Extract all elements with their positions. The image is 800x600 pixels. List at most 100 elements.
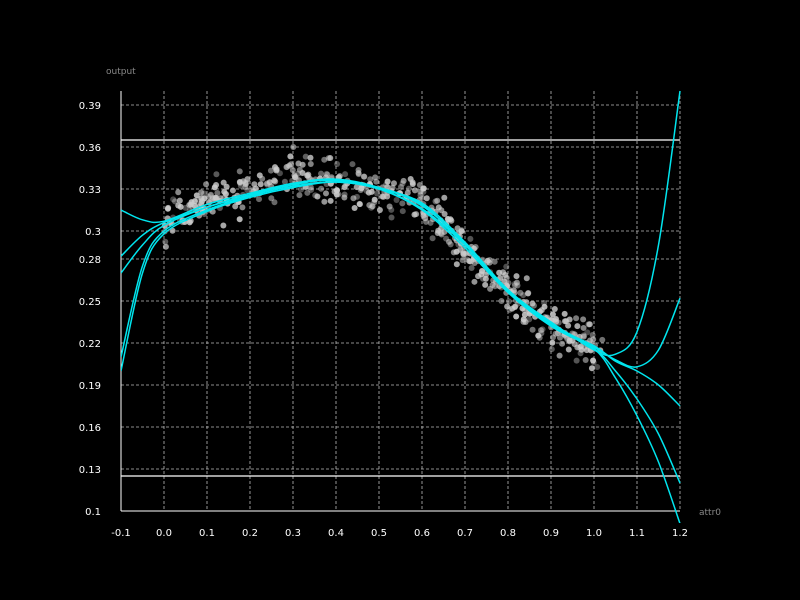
data-point <box>170 196 177 203</box>
data-point <box>529 300 536 307</box>
x-tick-label: 0.9 <box>543 528 559 539</box>
data-point <box>574 323 581 330</box>
data-point <box>590 336 597 343</box>
data-point <box>186 201 193 208</box>
data-point <box>341 184 348 191</box>
data-point <box>342 171 349 178</box>
y-axis-label: output <box>106 67 136 77</box>
data-point <box>367 176 374 183</box>
data-point <box>208 191 215 198</box>
data-point <box>331 188 338 195</box>
data-point <box>521 311 528 318</box>
data-point <box>447 216 454 223</box>
data-point <box>388 206 395 213</box>
data-point <box>236 216 243 223</box>
data-point <box>573 357 580 364</box>
data-point <box>498 297 505 304</box>
data-point <box>299 161 306 168</box>
data-point <box>548 346 555 353</box>
data-point <box>296 192 303 199</box>
data-point <box>482 275 489 282</box>
data-point <box>307 184 314 191</box>
data-point <box>162 238 169 245</box>
data-point <box>467 235 474 242</box>
data-point <box>538 330 545 337</box>
grid-lines <box>120 91 681 512</box>
data-point <box>580 324 587 331</box>
data-point <box>441 194 448 201</box>
data-point <box>336 173 343 180</box>
data-point <box>298 186 305 193</box>
y-tick-label: 0.22 <box>79 339 101 350</box>
data-point <box>399 208 406 215</box>
data-point <box>559 340 566 347</box>
data-point <box>186 219 193 226</box>
y-tick-label: 0.36 <box>79 143 101 154</box>
x-tick-label: 0.0 <box>156 528 172 539</box>
data-point <box>588 365 595 372</box>
y-tick-label: 0.33 <box>79 185 101 196</box>
data-point <box>307 160 314 167</box>
y-tick-label: 0.39 <box>79 101 101 112</box>
data-point <box>429 235 436 242</box>
data-point <box>284 163 291 170</box>
data-point <box>272 164 279 171</box>
data-point <box>191 198 198 205</box>
data-point <box>356 200 363 207</box>
data-point <box>299 170 306 177</box>
data-point <box>512 303 519 310</box>
y-tick-label: 0.25 <box>79 297 101 308</box>
data-point <box>203 181 210 188</box>
data-point <box>379 193 386 200</box>
data-point <box>482 281 489 288</box>
data-point <box>376 207 383 214</box>
data-point <box>565 322 572 329</box>
fit-curve <box>121 90 681 357</box>
data-point <box>229 187 236 194</box>
data-point <box>214 189 221 196</box>
fit-curves <box>121 90 681 523</box>
data-point <box>318 185 325 192</box>
data-point <box>513 273 520 280</box>
data-point <box>590 357 597 364</box>
y-tick-label: 0.28 <box>79 255 101 266</box>
data-point <box>351 205 358 212</box>
data-point <box>236 168 243 175</box>
data-point <box>526 316 533 323</box>
data-point <box>276 170 283 177</box>
data-point <box>165 204 172 211</box>
data-point <box>486 259 493 266</box>
data-point <box>517 289 524 296</box>
data-point <box>565 346 572 353</box>
data-point <box>561 318 568 325</box>
data-point <box>321 198 328 205</box>
data-point <box>175 189 182 196</box>
data-point <box>511 282 518 289</box>
data-point <box>400 177 407 184</box>
data-point <box>171 198 178 205</box>
fit-curve <box>121 178 681 407</box>
data-point <box>176 197 183 204</box>
y-tick-label: 0.13 <box>79 465 101 476</box>
fit-curve <box>121 181 681 523</box>
data-point <box>205 193 212 200</box>
data-point <box>321 156 328 163</box>
x-tick-label: 0.1 <box>199 528 215 539</box>
data-point <box>257 181 264 188</box>
data-point <box>549 311 556 318</box>
data-point <box>520 316 527 323</box>
data-point <box>556 352 563 359</box>
data-point <box>506 306 513 313</box>
data-point <box>390 180 397 187</box>
data-point <box>223 183 230 190</box>
x-tick-label: -0.1 <box>111 528 131 539</box>
data-point <box>541 303 548 310</box>
data-point <box>307 154 314 161</box>
data-point <box>504 303 511 310</box>
data-point <box>355 166 362 173</box>
data-point <box>513 313 520 320</box>
tick-labels: -0.1 0.0 0.1 0.2 0.3 0.4 0.5 0.6 0.7 0.8 0.9 1.0 1.1… <box>79 101 688 539</box>
data-point <box>482 271 489 278</box>
data-point <box>505 298 512 305</box>
